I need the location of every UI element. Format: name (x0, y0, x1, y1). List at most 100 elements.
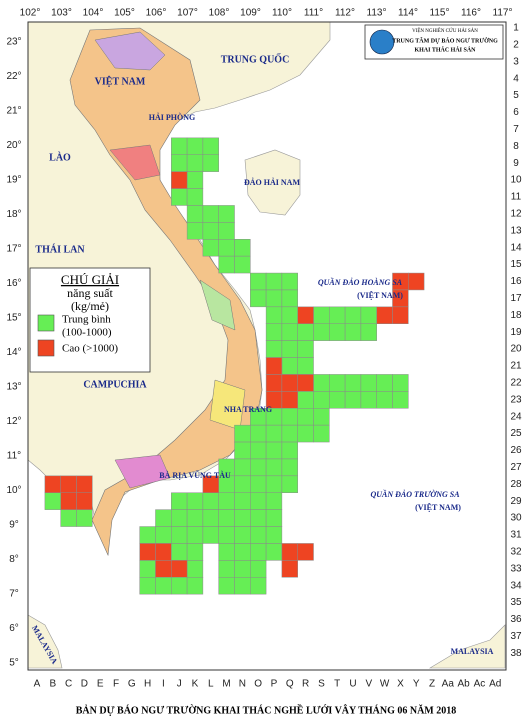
longitude-label: 115° (430, 8, 450, 19)
row-label: 11 (511, 192, 522, 203)
column-label: P (271, 679, 278, 690)
forecast-cell (265, 492, 283, 510)
forecast-cell (281, 374, 298, 392)
column-label: O (254, 679, 262, 690)
longitude-label: 117° (493, 8, 513, 19)
forecast-cell (218, 526, 235, 544)
logo-icon (369, 29, 395, 55)
logo: VIỆN NGHIÊN CỨU HẢI SẢN TRUNG TÂM DỰ BÁO… (364, 24, 504, 60)
row-label: 32 (510, 547, 522, 558)
row-label: 25 (510, 428, 522, 439)
latitude-label: 18° (6, 209, 21, 220)
forecast-cell (171, 543, 188, 561)
longitude-label: 111° (304, 8, 323, 19)
forecast-cell (281, 391, 298, 409)
legend: CHÚ GIẢI năng suất (kg/mẻ) Trung bình (1… (29, 267, 151, 373)
forecast-cell (313, 424, 330, 443)
row-label: 17 (510, 293, 522, 304)
forecast-cell (297, 306, 314, 325)
forecast-cell (202, 222, 219, 240)
legend-swatch (37, 314, 55, 332)
forecast-cell (297, 357, 314, 375)
latitude-label: 6° (9, 623, 19, 634)
map-title: BẢN DỰ BÁO NGƯ TRƯỜNG KHAI THÁC NGHỀ LƯỚ… (76, 703, 456, 716)
row-label: 27 (510, 462, 522, 473)
forecast-cell (329, 323, 346, 341)
column-label: D (81, 679, 88, 690)
column-label: K (192, 679, 199, 690)
column-label: V (365, 679, 372, 690)
latitude-label: 16° (6, 278, 21, 289)
forecast-cell (265, 272, 283, 291)
row-label: 36 (510, 614, 522, 625)
forecast-cell (218, 239, 235, 257)
forecast-cell (234, 239, 251, 257)
row-label: 6 (513, 107, 519, 118)
row-label: 22 (510, 378, 522, 389)
forecast-cell (234, 255, 251, 274)
forecast-cell (265, 543, 283, 561)
forecast-cell (313, 374, 330, 392)
row-label: 2 (513, 40, 519, 51)
latitude-label: 10° (6, 485, 21, 496)
forecast-cell (234, 424, 251, 443)
forecast-cell (202, 205, 219, 223)
forecast-cell (234, 560, 251, 578)
row-label: 21 (510, 361, 522, 372)
column-label: L (208, 679, 214, 690)
province (94, 31, 166, 71)
forecast-cell (265, 357, 283, 375)
forecast-cell (155, 526, 172, 544)
forecast-cell (218, 543, 235, 561)
forecast-cell (202, 509, 219, 527)
forecast-cell (265, 374, 283, 392)
forecast-cell (60, 492, 77, 510)
forecast-cell (155, 560, 172, 578)
forecast-cell (297, 323, 314, 341)
forecast-cell (376, 306, 393, 325)
row-label: 13 (510, 225, 522, 236)
forecast-cell (60, 509, 77, 527)
forecast-cell (250, 492, 267, 510)
longitude-label: 110° (272, 8, 292, 19)
forecast-cells (44, 137, 425, 595)
forecast-cell (186, 205, 204, 223)
forecast-cell (360, 323, 377, 341)
row-label: 28 (510, 479, 522, 490)
forecast-cell (44, 492, 61, 510)
forecast-cell (250, 289, 267, 308)
forecast-cell (297, 391, 314, 409)
legend-subtitle: năng suất (67, 286, 113, 300)
forecast-cell (139, 560, 156, 578)
row-label: 31 (510, 530, 522, 541)
place-label: QUẦN ĐẢO HOÀNG SA (318, 277, 403, 287)
forecast-cell (186, 137, 204, 156)
forecast-cell (234, 458, 251, 477)
row-label: 18 (510, 310, 522, 321)
row-label: 16 (510, 276, 522, 287)
latitude-label: 12° (6, 416, 21, 427)
forecast-cell (234, 543, 251, 561)
latitude-label: 14° (6, 347, 21, 358)
forecast-cell (202, 239, 219, 257)
forecast-cell (139, 577, 156, 595)
latitude-label: 5° (9, 658, 19, 669)
forecast-cell (186, 526, 204, 544)
place-label: QUẦN ĐẢO TRƯỜNG SA (370, 489, 460, 499)
forecast-cell (171, 492, 188, 510)
forecast-cell (155, 577, 172, 595)
forecast-cell (44, 475, 61, 494)
forecast-cell (281, 306, 298, 325)
forecast-cell (392, 374, 409, 392)
forecast-cell (186, 560, 204, 578)
forecast-cell (265, 340, 283, 358)
latitude-label: 8° (9, 554, 19, 565)
column-label: H (144, 679, 151, 690)
latitude-label: 21° (6, 106, 21, 117)
column-label: X (397, 679, 404, 690)
latitude-label: 11° (7, 451, 21, 462)
forecast-cell (218, 492, 235, 510)
logo-text: VIỆN NGHIÊN CỨU HẢI SẢN (412, 28, 478, 34)
forecast-cell (186, 509, 204, 527)
row-label: 24 (510, 411, 522, 422)
